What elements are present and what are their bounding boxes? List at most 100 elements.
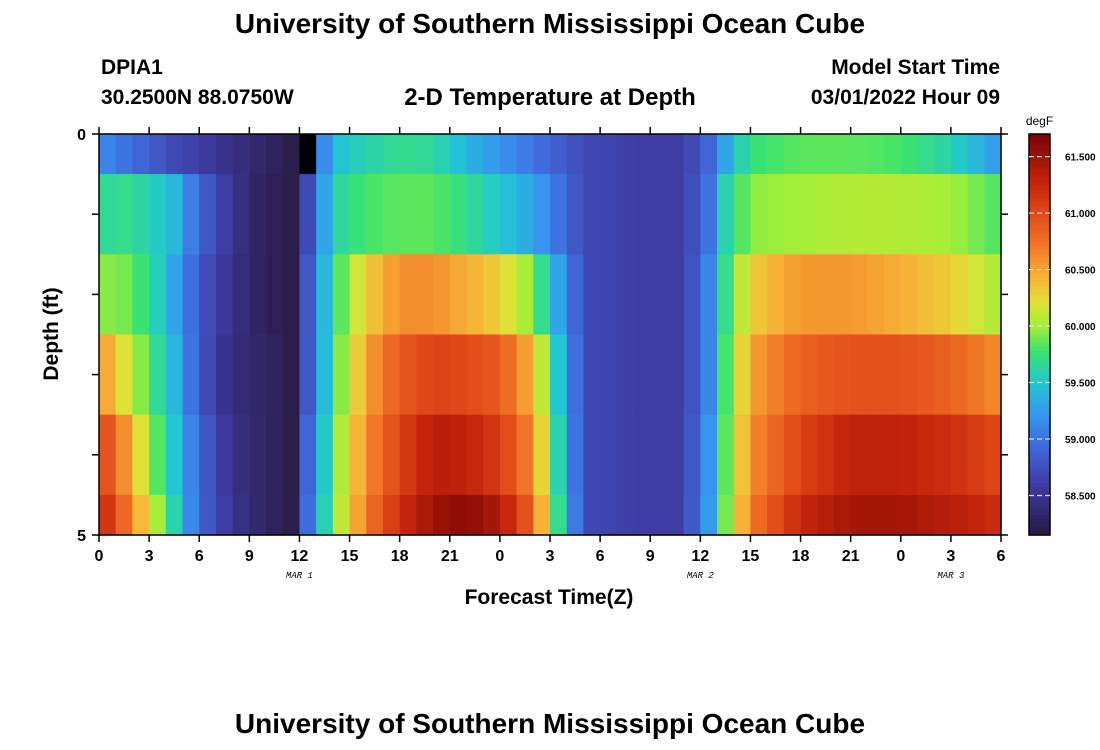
heatmap-cell — [683, 174, 701, 255]
colorbar-segment — [1029, 322, 1050, 328]
heatmap-cell — [733, 254, 752, 336]
colorbar-segment — [1029, 358, 1050, 364]
colorbar-segment — [1029, 326, 1050, 332]
heatmap-cell — [249, 134, 267, 175]
colorbar-segment — [1029, 462, 1050, 468]
heatmap-cell — [433, 334, 451, 416]
heatmap-cell — [984, 494, 1002, 536]
heatmap-cell — [483, 334, 501, 416]
heatmap-cell — [633, 254, 651, 336]
heatmap-cell — [115, 494, 133, 536]
heatmap-cell — [800, 134, 818, 175]
heatmap-cell — [917, 174, 935, 255]
colorbar-segment — [1029, 170, 1050, 175]
heatmap-cell — [800, 254, 818, 336]
colorbar-segment — [1029, 394, 1050, 400]
colorbar-segment — [1029, 350, 1050, 356]
heatmap-cell — [566, 334, 584, 416]
heatmap-cell — [850, 414, 868, 496]
heatmap-cell — [232, 134, 250, 175]
heatmap-cell — [733, 134, 752, 175]
heatmap-cell — [633, 334, 651, 416]
model-start-label: Model Start Time — [831, 56, 1000, 79]
heatmap-cell — [132, 494, 150, 536]
heatmap-cell — [884, 334, 902, 416]
heatmap-cell — [750, 174, 768, 255]
heatmap-cell — [700, 414, 718, 496]
heatmap-cell — [550, 134, 568, 175]
heatmap-cell — [266, 334, 284, 416]
x-tick-label: 18 — [792, 548, 810, 565]
heatmap-cell — [633, 174, 651, 255]
heatmap-cell — [700, 174, 718, 255]
x-tick-label: 15 — [341, 548, 359, 565]
colorbar-segment — [1029, 430, 1050, 436]
x-tick-label: 9 — [245, 548, 254, 565]
heatmap-cell — [483, 134, 501, 175]
heatmap-cell — [900, 334, 919, 416]
heatmap-cell — [633, 134, 651, 175]
heatmap-cell — [733, 174, 752, 255]
heatmap-cell — [483, 414, 501, 496]
colorbar-segment — [1029, 526, 1050, 532]
heatmap-cell — [115, 174, 133, 255]
heatmap-cell — [984, 414, 1002, 496]
colorbar-segment — [1029, 206, 1050, 211]
colorbar-segment — [1029, 306, 1050, 312]
heatmap-cell — [967, 254, 985, 336]
colorbar-segment — [1029, 374, 1050, 380]
heatmap-cell — [833, 334, 852, 416]
heatmap-cell — [817, 494, 835, 536]
heatmap-cell — [316, 134, 334, 175]
colorbar-tick-label: 61.500 — [1065, 153, 1096, 164]
colorbar-segment — [1029, 234, 1050, 239]
heatmap-cell — [366, 414, 384, 496]
heatmap-cell — [232, 334, 250, 416]
colorbar-segment — [1029, 298, 1050, 304]
heatmap-cell — [399, 414, 417, 496]
heatmap-cell — [783, 334, 802, 416]
colorbar-segment — [1029, 310, 1050, 316]
heatmap-cell — [149, 174, 167, 255]
heatmap-cell — [984, 174, 1002, 255]
y-tick-label: 5 — [77, 528, 86, 545]
heatmap-cell — [533, 254, 551, 336]
heatmap-cell — [232, 174, 250, 255]
heatmap-cell — [867, 414, 885, 496]
colorbar-tick-label: 60.500 — [1065, 266, 1096, 277]
heatmap-cell — [416, 494, 434, 536]
plot-title: 2-D Temperature at Depth — [404, 84, 696, 111]
colorbar-segment — [1029, 282, 1050, 287]
colorbar-frame — [1028, 133, 1051, 536]
heatmap-cell — [767, 334, 785, 416]
heatmap-cell — [867, 254, 885, 336]
heatmap-cell — [299, 254, 317, 336]
heatmap-cell — [850, 254, 868, 336]
heatmap-cell — [566, 494, 584, 536]
heatmap-cell — [115, 134, 133, 175]
footer-title: University of Southern Mississippi Ocean… — [234, 708, 866, 739]
heatmap-cell — [199, 134, 217, 175]
heatmap-cell — [132, 254, 150, 336]
heatmap-cell — [516, 134, 534, 175]
station-coords: 30.2500N 88.0750W — [101, 86, 294, 109]
heatmap-cell — [499, 334, 518, 416]
colorbar-segment — [1029, 414, 1050, 420]
colorbar-segment — [1029, 442, 1050, 448]
heatmap-cell — [950, 174, 969, 255]
heatmap-cell — [115, 334, 133, 416]
heatmap-cell — [717, 334, 735, 416]
heatmap-cell — [800, 174, 818, 255]
heatmap-cell — [349, 494, 367, 536]
x-tick-label: 12 — [691, 548, 709, 565]
colorbar-segment — [1029, 202, 1050, 207]
heatmap-cell — [282, 494, 301, 536]
colorbar-segment — [1029, 334, 1050, 340]
heatmap-cell — [850, 494, 868, 536]
heatmap-cell — [382, 134, 401, 175]
heatmap-cell — [366, 134, 384, 175]
heatmap-cell — [550, 174, 568, 255]
heatmap-cell — [683, 494, 701, 536]
heatmap-cell — [232, 414, 250, 496]
heatmap-cell — [900, 174, 919, 255]
